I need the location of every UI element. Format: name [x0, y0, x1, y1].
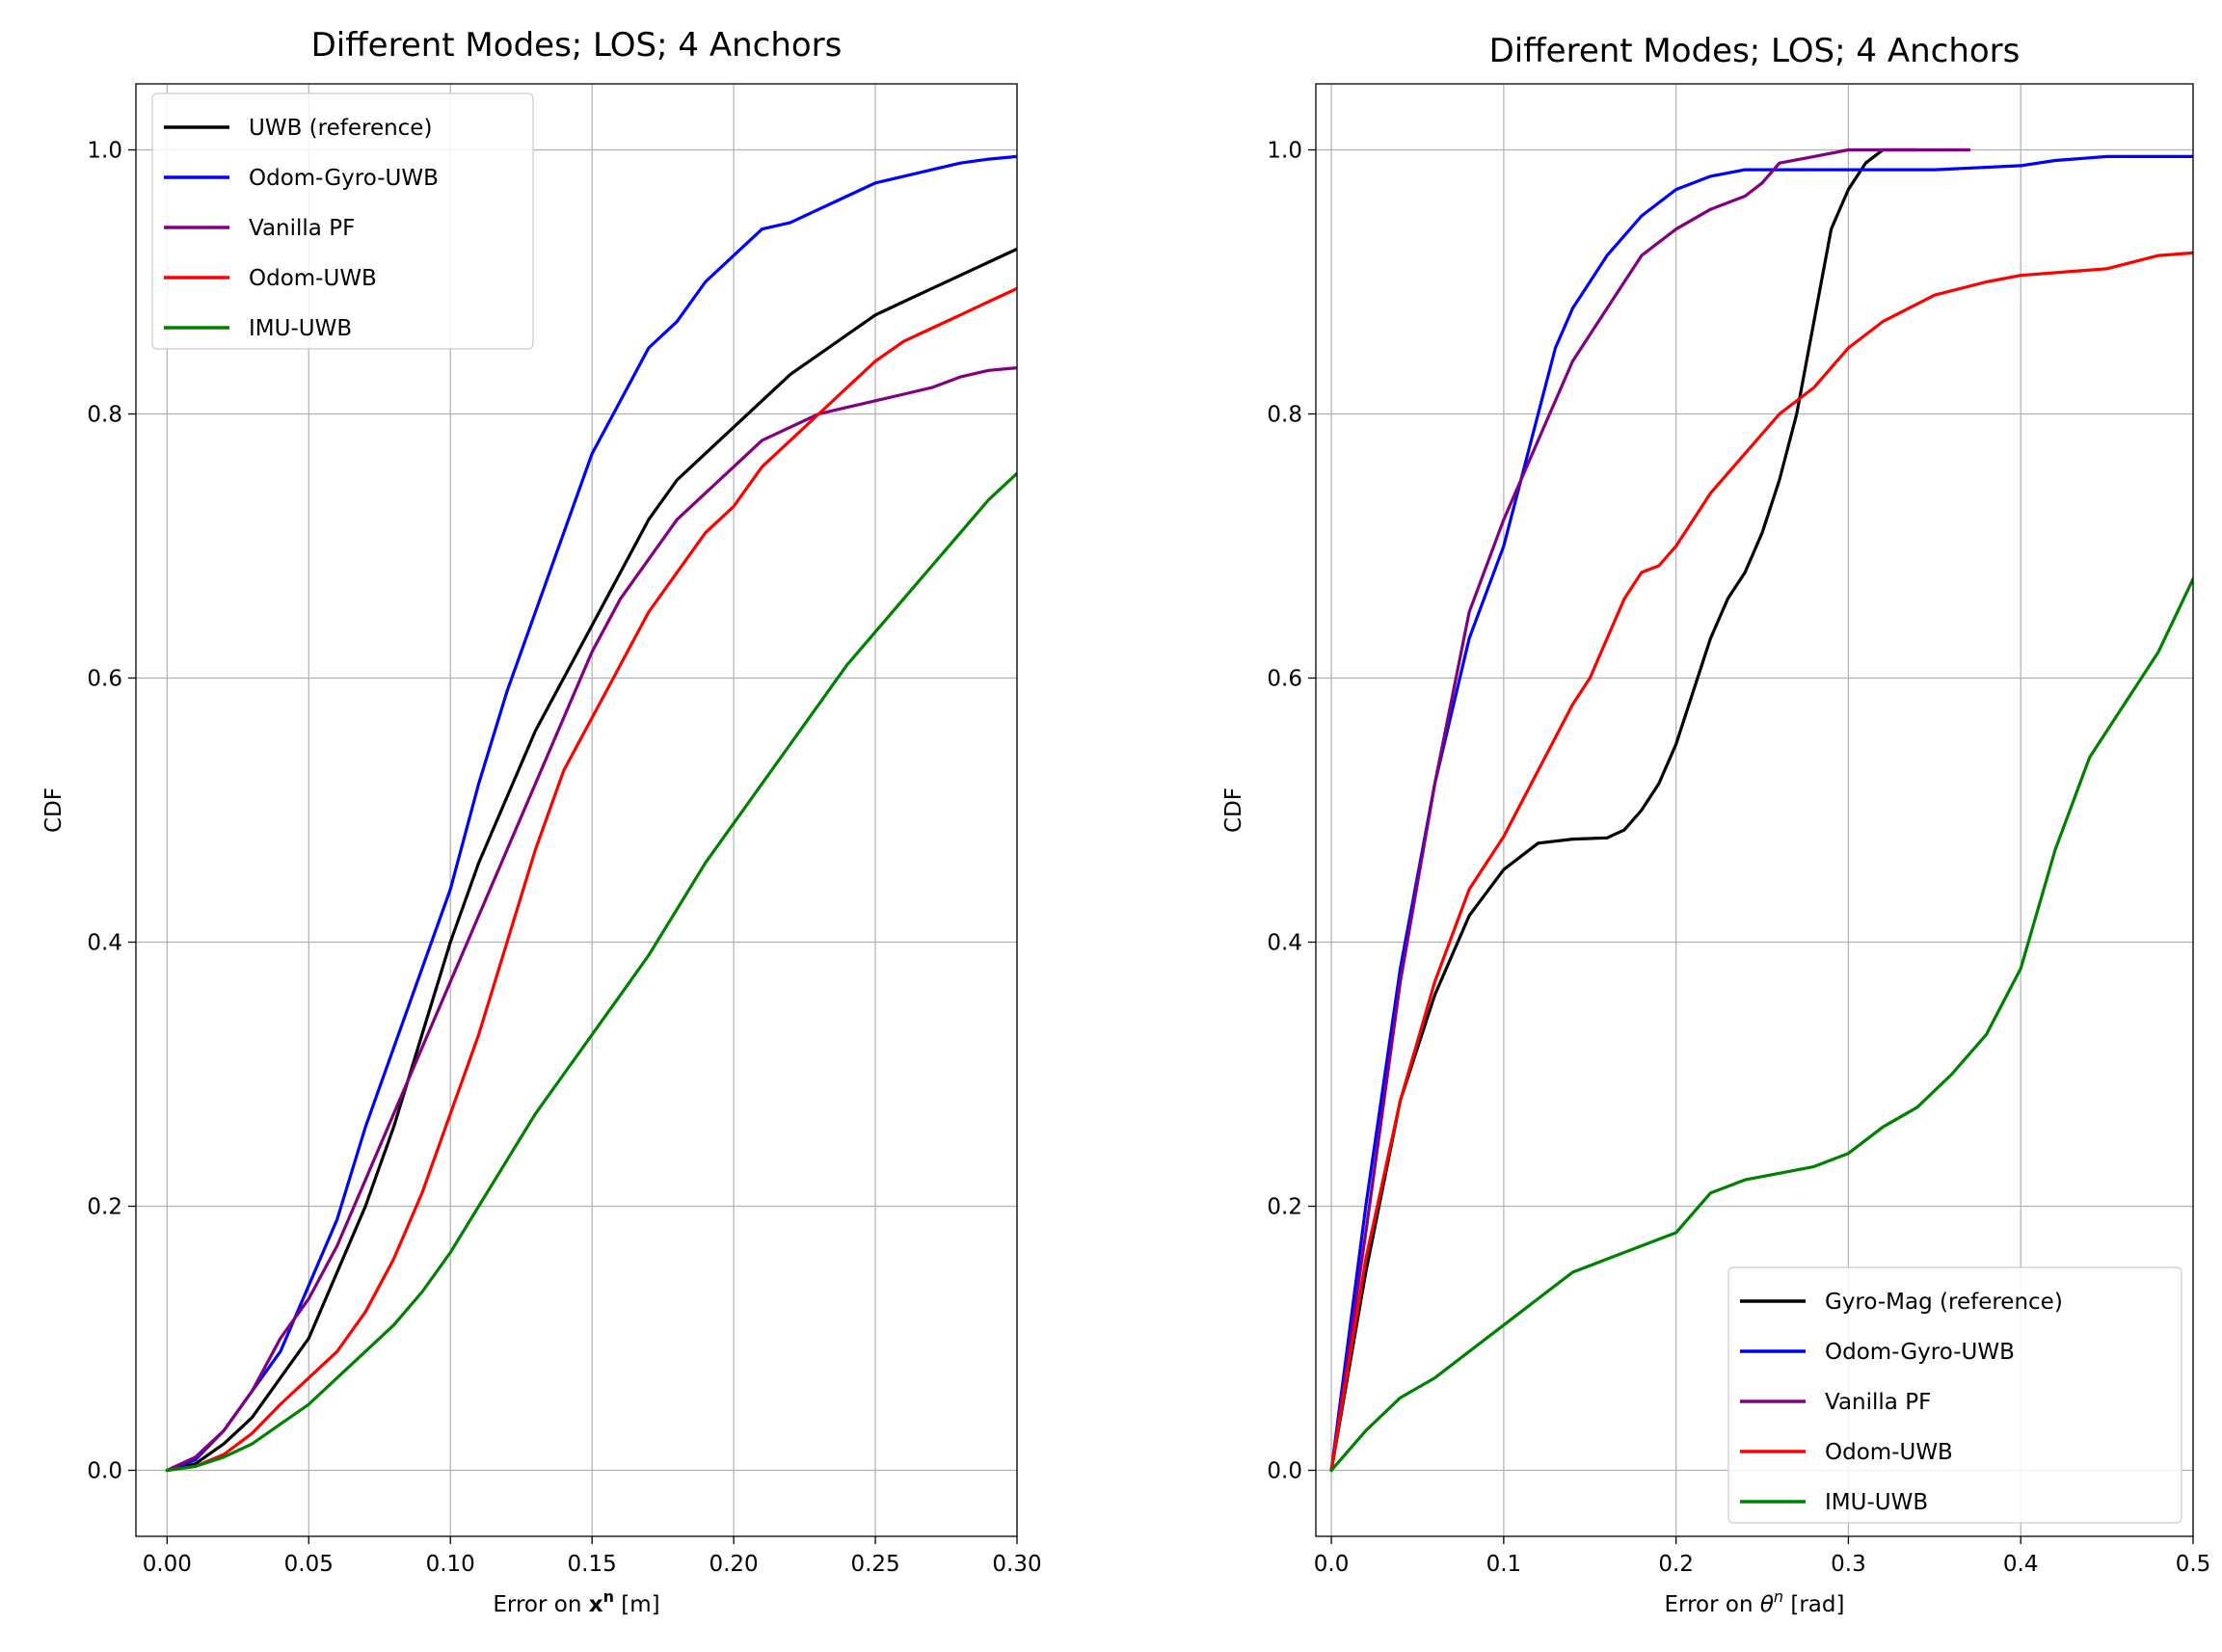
series-line-vanilla-pf: [165, 366, 1017, 1473]
x-axis-label: Error on θn [rad]: [1665, 1587, 1845, 1617]
chart-right: 0.0 0.1 0.2 0.3 0.4 0.5 0.0 0.2 0.4 0.6 0.8 1.0 Diff…: [1221, 32, 2210, 1617]
y-tick-label: 0.0: [1267, 1459, 1302, 1484]
series-line-odom-uwb: [165, 286, 1017, 1473]
legend-entry-label: Odom-Gyro-UWB: [249, 166, 439, 191]
legend-entry-label: IMU-UWB: [249, 316, 352, 341]
series-line-imu-uwb: [1329, 577, 2193, 1473]
legend-entry-label: Vanilla PF: [249, 216, 355, 241]
y-tick-label: 0.4: [87, 931, 122, 956]
legend: UWB (reference) Odom-Gyro-UWB Vanilla PF Od…: [151, 93, 534, 350]
chart-left: 0.00 0.05 0.10 0.15 0.20 0.25 0.30 0.0 0.2 0.4 0.6…: [41, 26, 1042, 1617]
y-tick-label: 1.0: [87, 139, 122, 164]
legend-entry-label: UWB (reference): [249, 116, 432, 141]
x-tick-label: 0.10: [426, 1552, 475, 1577]
x-tick-label: 0.0: [1314, 1552, 1350, 1577]
x-tick-label: 0.2: [1658, 1552, 1694, 1577]
y-axis-label: CDF: [41, 787, 67, 833]
legend-entry-label: Odom-Gyro-UWB: [1825, 1340, 2015, 1365]
y-tick-label: 0.4: [1267, 931, 1302, 956]
legend-entry-label: Odom-UWB: [249, 266, 377, 291]
legend-entry-label: Vanilla PF: [1825, 1390, 1931, 1415]
x-axis-label-suffix: [m]: [614, 1592, 660, 1617]
y-tick-label: 0.2: [1267, 1195, 1302, 1220]
x-axis-label: Error on xn [m]: [493, 1587, 659, 1617]
y-axis-label: CDF: [1221, 787, 1246, 833]
legend-frame: [1727, 1266, 2182, 1524]
y-tick-label: 0.0: [87, 1459, 122, 1484]
y-tick-label: 0.8: [1267, 403, 1302, 428]
series-line-imu-uwb: [165, 471, 1017, 1473]
x-axis-label-prefix: Error on: [493, 1592, 588, 1617]
series-line-vanilla-pf: [1329, 147, 1971, 1473]
x-tick-label: 0.4: [2003, 1552, 2039, 1577]
x-axis-label-symbol: θ: [1760, 1592, 1774, 1617]
x-axis-label-superscript: n: [603, 1587, 614, 1606]
plot-frame: [135, 83, 1018, 1537]
legend-entry-label: IMU-UWB: [1825, 1490, 1928, 1515]
series-line-odom-gyro-uwb: [1329, 154, 2193, 1473]
series-line-uwb-reference: [165, 247, 1017, 1473]
x-axis-label-suffix: [rad]: [1783, 1592, 1844, 1617]
y-tick-label: 0.8: [87, 403, 122, 428]
x-axis-label-symbol: x: [589, 1592, 603, 1617]
x-tick-label: 0.05: [284, 1552, 334, 1577]
y-tick-label: 0.6: [87, 667, 122, 692]
y-tick-label: 0.2: [87, 1195, 122, 1220]
plot-frame: [1315, 83, 2194, 1537]
series-line-odom-uwb: [1329, 251, 2193, 1473]
x-axis-label-prefix: Error on: [1665, 1592, 1760, 1617]
chart-title: Different Modes; LOS; 4 Anchors: [1489, 32, 2021, 70]
x-tick-label: 0.15: [568, 1552, 617, 1577]
y-tick-label: 0.6: [1267, 667, 1302, 692]
x-tick-label: 0.1: [1486, 1552, 1522, 1577]
legend: Gyro-Mag (reference) Odom-Gyro-UWB Vanilla…: [1727, 1266, 2182, 1524]
legend-frame: [151, 93, 534, 350]
x-tick-label: 0.30: [992, 1552, 1041, 1577]
legend-entry-label: Gyro-Mag (reference): [1825, 1290, 2063, 1315]
x-tick-label: 0.5: [2176, 1552, 2211, 1577]
legend-entry-label: Odom-UWB: [1825, 1440, 1953, 1465]
x-tick-label: 0.25: [850, 1552, 899, 1577]
x-tick-label: 0.20: [709, 1552, 758, 1577]
x-axis-label-superscript: n: [1774, 1587, 1783, 1606]
chart-title: Different Modes; LOS; 4 Anchors: [311, 26, 843, 65]
series-line-odom-gyro-uwb: [165, 154, 1017, 1473]
series-line-gyro-mag-reference: [1329, 147, 1919, 1473]
y-tick-label: 1.0: [1267, 139, 1302, 164]
x-tick-label: 0.00: [143, 1552, 192, 1577]
x-tick-label: 0.3: [1831, 1552, 1866, 1577]
